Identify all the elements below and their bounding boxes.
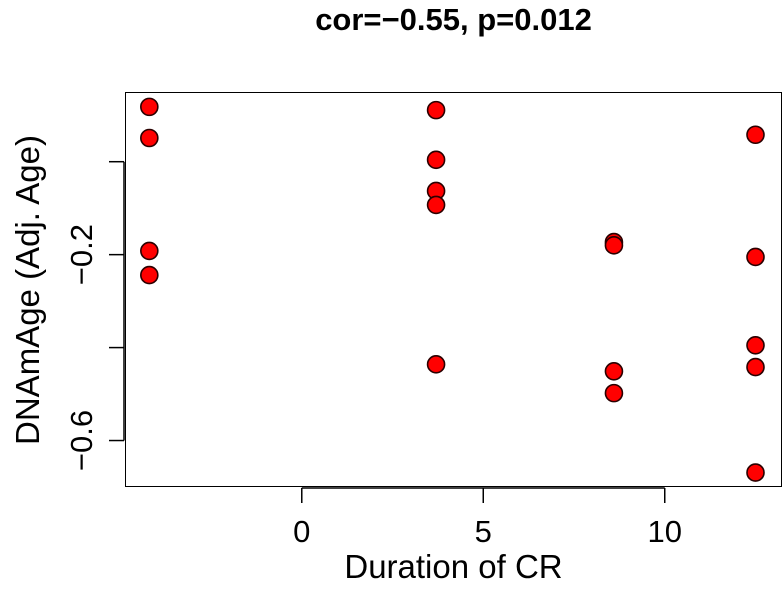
y-axis-label: DNAmAge (Adj. Age) — [9, 135, 46, 445]
data-point — [746, 335, 765, 355]
x-tick-label: 0 — [293, 514, 310, 549]
data-point — [426, 195, 446, 215]
data-point — [426, 355, 446, 374]
data-point — [746, 463, 765, 482]
chart-title: cor=−0.55, p=0.012 — [315, 2, 592, 37]
data-point — [140, 241, 159, 261]
data-point — [604, 361, 624, 381]
data-point — [140, 128, 159, 148]
data-point — [140, 265, 159, 285]
data-point — [746, 125, 765, 145]
data-point — [426, 150, 446, 170]
data-point — [604, 236, 624, 255]
x-tick-label: 10 — [648, 514, 682, 549]
x-axis-label: Duration of CR — [344, 548, 563, 585]
x-axis: 0 5 10 — [293, 487, 682, 549]
data-point — [140, 97, 159, 117]
y-tick-label: −0.2 — [64, 224, 99, 285]
y-tick-label: −0.6 — [64, 410, 99, 471]
plot-area — [125, 92, 782, 487]
x-tick-label: 5 — [475, 514, 492, 549]
data-points — [140, 97, 765, 482]
data-point — [604, 383, 624, 403]
data-point — [426, 100, 446, 120]
data-point — [746, 357, 765, 377]
data-point — [746, 247, 765, 267]
y-axis: −0.2 −0.6 — [64, 160, 125, 471]
